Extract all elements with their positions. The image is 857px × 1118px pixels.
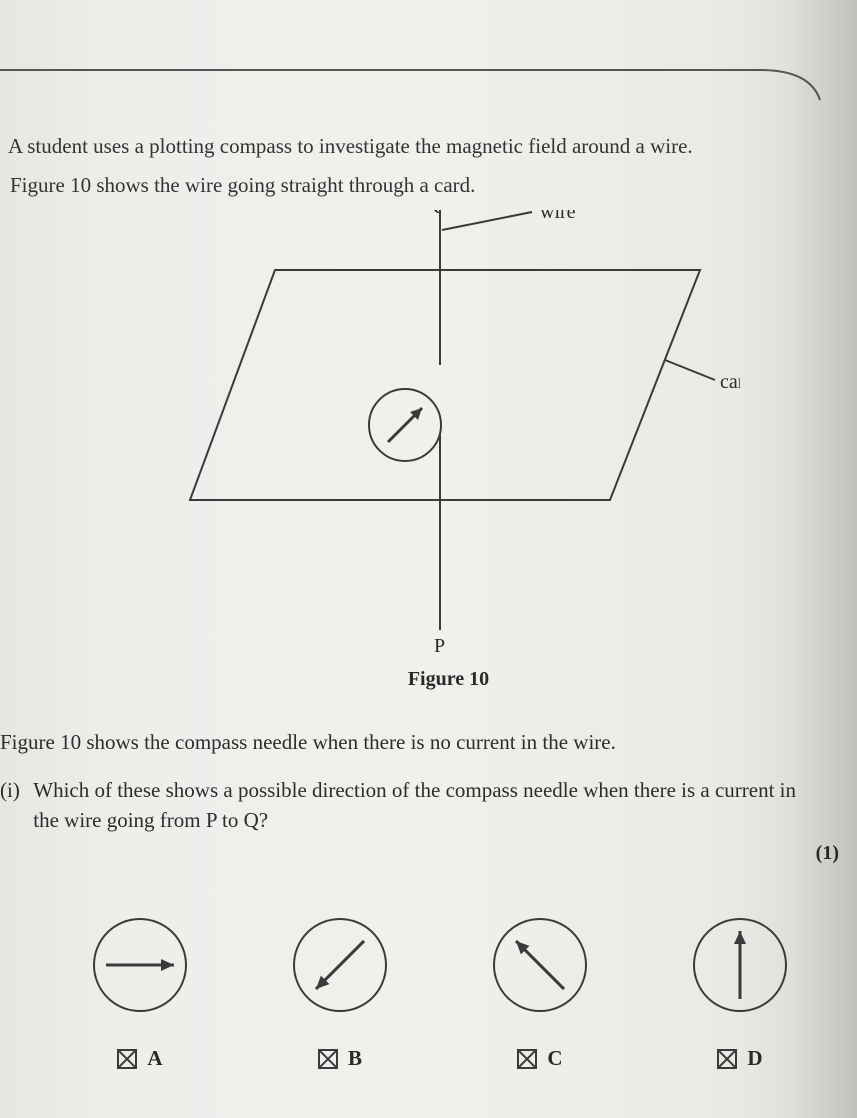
figure-caption: Figure 10 <box>0 668 857 691</box>
option-label: B <box>348 1046 362 1071</box>
checkbox-icon[interactable] <box>318 1049 338 1069</box>
option-a[interactable]: A <box>60 910 220 1071</box>
option-d-compass <box>685 910 795 1020</box>
marks: (1) <box>816 842 839 865</box>
figure-10: Q wire card P <box>140 210 740 670</box>
card-shape <box>190 270 700 500</box>
checkbox-icon[interactable] <box>517 1049 537 1069</box>
label-card: card <box>720 371 740 393</box>
page: A student uses a plotting compass to inv… <box>0 0 857 1118</box>
question-marker: (i) <box>0 775 28 805</box>
question-block: (i) Which of these shows a possible dire… <box>0 775 840 836</box>
card-leader <box>665 360 715 380</box>
intro-text: A student uses a plotting compass to inv… <box>0 130 820 201</box>
option-b[interactable]: B <box>260 910 420 1071</box>
option-label: D <box>747 1046 762 1071</box>
divider-curve <box>0 55 857 105</box>
option-c[interactable]: C <box>460 910 620 1071</box>
option-c-compass <box>485 910 595 1020</box>
wire-leader <box>442 212 532 230</box>
body-text-2: Figure 10 shows the compass needle when … <box>0 730 830 755</box>
option-d[interactable]: D <box>660 910 820 1071</box>
option-label: A <box>147 1046 162 1071</box>
compass-arrow <box>388 408 422 442</box>
intro-line-2: Figure 10 shows the wire going straight … <box>10 169 820 202</box>
option-b-compass <box>285 910 395 1020</box>
label-p: P <box>434 635 445 657</box>
intro-line-1: A student uses a plotting compass to inv… <box>8 130 820 163</box>
options-row: A B C <box>60 910 820 1071</box>
option-a-compass <box>85 910 195 1020</box>
checkbox-icon[interactable] <box>117 1049 137 1069</box>
label-q: Q <box>426 210 441 215</box>
option-label: C <box>547 1046 562 1071</box>
label-wire: wire <box>540 210 576 223</box>
question-text: Which of these shows a possible directio… <box>33 775 813 836</box>
checkbox-icon[interactable] <box>717 1049 737 1069</box>
